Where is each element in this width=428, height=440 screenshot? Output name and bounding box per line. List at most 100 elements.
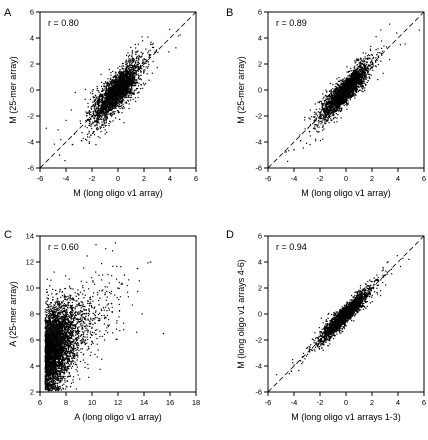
data-point [356, 74, 359, 76]
data-point [105, 94, 108, 96]
data-point [129, 66, 131, 68]
data-point [361, 77, 363, 79]
data-point [130, 73, 132, 75]
data-point [127, 80, 129, 82]
data-point [100, 112, 102, 114]
data-point [341, 80, 344, 82]
data-point [337, 80, 339, 82]
data-point [92, 96, 94, 98]
data-point [94, 105, 96, 107]
data-point [129, 58, 131, 60]
data-point [106, 105, 108, 107]
data-point [101, 111, 103, 114]
data-point [404, 43, 406, 45]
data-point [334, 110, 336, 113]
data-point [359, 84, 361, 86]
data-point [142, 62, 144, 64]
data-point [324, 99, 326, 101]
data-point [117, 102, 119, 104]
data-point [124, 86, 126, 88]
data-point [112, 111, 114, 113]
data-point [348, 77, 351, 79]
data-point [95, 114, 97, 116]
data-point [95, 121, 97, 123]
data-point [101, 115, 103, 117]
data-point [133, 85, 135, 87]
data-point [353, 82, 355, 84]
data-point [118, 96, 121, 99]
data-point [111, 94, 113, 96]
y-tick-label: 4 [30, 34, 34, 43]
data-point [116, 82, 118, 85]
x-axis-a: -6 -4 -2 0 2 4 6 [37, 168, 198, 183]
data-point [93, 131, 95, 133]
data-point [113, 104, 115, 106]
data-point [111, 83, 113, 85]
data-point [101, 93, 103, 95]
data-point [120, 101, 122, 103]
data-point [96, 114, 99, 116]
panel-letter-b: B [226, 7, 233, 19]
data-point [98, 104, 100, 106]
data-point [363, 67, 365, 70]
data-point [105, 121, 107, 123]
data-point [358, 62, 360, 64]
data-point [132, 83, 134, 85]
data-point [104, 110, 106, 112]
data-point [65, 119, 67, 122]
data-point [335, 102, 338, 104]
data-point [137, 76, 140, 79]
data-point [359, 67, 361, 69]
data-point [129, 77, 131, 79]
data-point [111, 98, 113, 100]
data-point [147, 36, 149, 38]
data-point [111, 106, 113, 109]
data-point [127, 74, 129, 76]
data-point [87, 136, 89, 138]
data-point [334, 85, 336, 88]
data-point [112, 91, 115, 93]
data-point [363, 70, 365, 73]
data-point [155, 49, 158, 51]
data-point [103, 96, 105, 98]
data-point [93, 110, 95, 112]
data-point [133, 60, 135, 62]
data-point [127, 71, 129, 74]
data-point [328, 100, 331, 103]
data-point [328, 122, 330, 124]
data-point [360, 62, 362, 64]
data-point [131, 90, 133, 92]
data-point [133, 73, 135, 75]
data-point [89, 111, 91, 113]
data-point [327, 94, 329, 97]
data-point [332, 92, 334, 94]
data-point [133, 65, 135, 68]
data-point [285, 151, 287, 153]
data-point [122, 87, 125, 89]
data-point [360, 83, 362, 85]
data-point [100, 107, 102, 109]
data-point [116, 102, 118, 104]
data-point [357, 90, 360, 93]
data-point [84, 98, 86, 100]
data-point [92, 101, 94, 103]
data-point [114, 97, 117, 99]
data-point [138, 82, 140, 84]
data-point [322, 126, 324, 128]
data-point [321, 102, 323, 104]
data-point [341, 85, 343, 88]
data-point [121, 77, 123, 80]
data-point [324, 103, 326, 105]
data-point [339, 90, 342, 92]
data-point [124, 68, 126, 70]
data-point [106, 94, 108, 96]
data-point [117, 110, 119, 112]
data-point [367, 68, 369, 70]
data-point [130, 72, 133, 74]
data-point [106, 92, 108, 94]
data-point [338, 100, 340, 102]
data-point [142, 82, 145, 84]
data-point [119, 118, 121, 120]
data-point [100, 98, 103, 100]
data-point [122, 97, 124, 99]
